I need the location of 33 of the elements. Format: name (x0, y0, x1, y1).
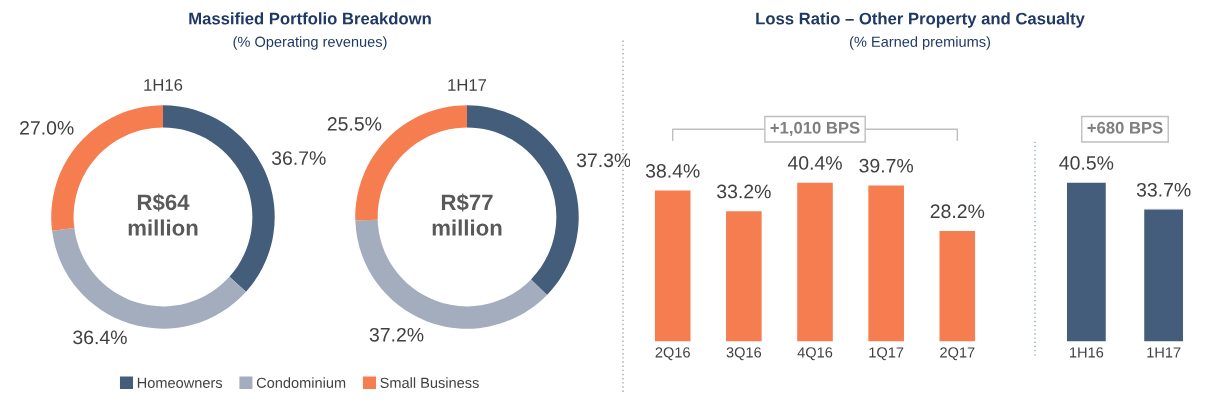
data-label: 38.4% (645, 163, 700, 178)
x-tick-label: 1Q17 (869, 347, 904, 361)
text: R$77 million (432, 193, 502, 236)
data-label: 25.5% (327, 116, 382, 131)
x-tick-label: 3Q16 (726, 347, 762, 361)
data-label: 39.7% (859, 158, 914, 173)
legend-label: Small Business (380, 377, 479, 388)
text: 1H17 (448, 79, 487, 91)
x-tick-label: 1H16 (1070, 347, 1104, 358)
x-tick-label: 1H17 (1147, 347, 1181, 358)
data-label: 33.7% (1136, 182, 1191, 197)
legend-label: Condominium (256, 377, 346, 388)
x-tick-label: 2Q16 (655, 347, 690, 361)
x-tick-label: 4Q16 (797, 347, 833, 361)
data-label: 28.2% (930, 204, 985, 219)
x-tick-label: 2Q17 (940, 347, 975, 361)
text: +680 BPS (1087, 121, 1163, 134)
data-label: 33.2% (717, 184, 771, 199)
text: 1H16 (144, 79, 183, 91)
chart-title: Massified Portfolio Breakdown (189, 12, 431, 25)
data-label: 40.4% (787, 156, 842, 170)
legend-label: Homeowners (137, 377, 223, 388)
data-label: 37.3% (576, 153, 631, 168)
chart-subtitle: (% Operating revenues) (233, 36, 387, 50)
chart-title: Loss Ratio – Other Property and Casualty (756, 12, 1085, 28)
data-label: 36.7% (271, 151, 326, 165)
data-label: 27.0% (20, 120, 74, 135)
data-label: 37.2% (369, 327, 424, 342)
chart-subtitle: (% Earned premiums) (850, 36, 991, 50)
data-label: 36.4% (73, 330, 127, 345)
text: R$64 million (128, 193, 198, 236)
data-label: 40.5% (1059, 156, 1114, 170)
text: +1,010 BPS (770, 121, 860, 137)
